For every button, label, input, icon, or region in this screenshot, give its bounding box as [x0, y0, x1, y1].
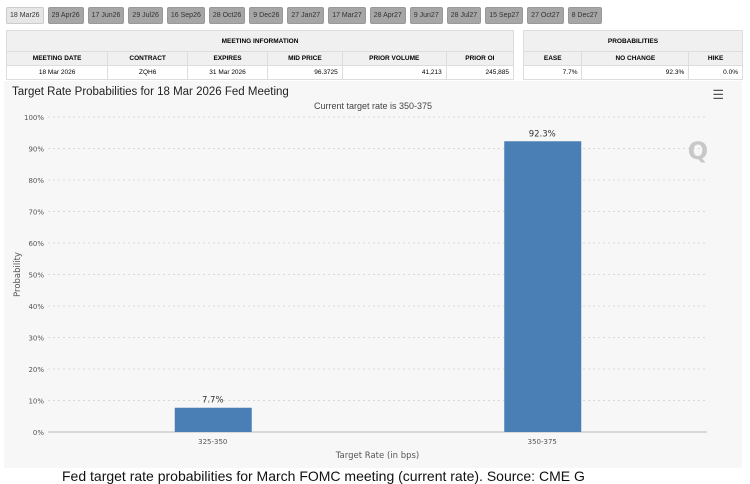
figure-caption: Fed target rate probabilities for March … — [62, 468, 585, 484]
data-label: 92.3% — [529, 129, 556, 139]
column-header: MID PRICE — [266, 51, 343, 66]
meeting-information-table: MEETING INFORMATION MEETING DATE CONTRACT… — [5, 30, 515, 80]
y-tick-label: 30% — [28, 335, 44, 343]
tab-27-jan27[interactable]: 27 Jan27 — [287, 7, 325, 24]
column-header: CONTRACT — [107, 51, 189, 66]
x-tick-label: 325-350 — [198, 438, 227, 446]
table-cell: 18 Mar 2026 — [5, 65, 109, 80]
meeting-info-heading: MEETING INFORMATION — [6, 30, 514, 52]
chart-subtitle: Current target rate is 350-375 — [313, 101, 433, 111]
tab-17-jun26[interactable]: 17 Jun26 — [87, 7, 125, 24]
column-header: NO CHANGE — [581, 51, 690, 66]
tab-9-jun27[interactable]: 9 Jun27 — [409, 7, 443, 24]
q-watermark-logo: Q — [688, 137, 708, 165]
column-header: MEETING DATE — [5, 51, 109, 66]
probabilities-heading: PROBABILITIES — [523, 30, 743, 52]
tab-16-sep26[interactable]: 16 Sep26 — [166, 7, 205, 24]
column-header: PRIOR OI — [445, 51, 515, 66]
column-header: EXPIRES — [187, 51, 268, 66]
table-cell: 96.3725 — [266, 65, 343, 80]
tab-27-oct27[interactable]: 27 Oct27 — [527, 7, 564, 24]
y-tick-label: 50% — [28, 272, 44, 280]
tab-28-apr27[interactable]: 28 Apr27 — [369, 7, 406, 24]
table-cell: 41,213 — [341, 65, 447, 80]
bar-350-375 — [504, 141, 582, 432]
probabilities-table: PROBABILITIES EASE NO CHANGE HIKE 7.7% 92.3%… — [522, 30, 743, 80]
column-header: HIKE — [688, 51, 743, 66]
bar-chart: 0% 10% 20% 30% 40% 50% 60% 70% 80% 90% 100% 7.7% 325… — [13, 114, 708, 461]
y-axis-title: Probability — [13, 252, 23, 297]
tab-28-oct26[interactable]: 28 Oct26 — [208, 7, 246, 24]
y-tick-label: 80% — [28, 177, 44, 185]
column-header: PRIOR VOLUME — [341, 51, 447, 66]
table-cell: 31 Mar 2026 — [187, 65, 268, 80]
tab-17-mar27[interactable]: 17 Mar27 — [328, 7, 366, 24]
hamburger-menu-icon[interactable]: ☰ — [712, 87, 724, 102]
column-header: EASE — [522, 51, 583, 66]
bar-325-350 — [174, 407, 252, 432]
tab-9-dec26[interactable]: 9 Dec26 — [249, 7, 284, 24]
table-cell: 92.3% — [581, 65, 690, 80]
y-tick-label: 60% — [28, 240, 44, 248]
y-tick-label: 20% — [28, 366, 44, 374]
y-tick-label: 70% — [28, 209, 44, 217]
table-cell: ZQH6 — [107, 65, 189, 80]
data-label: 7.7% — [202, 396, 224, 406]
table-cell: 245,885 — [445, 65, 515, 80]
x-tick-label: 350-375 — [528, 438, 557, 446]
table-cell: 7.7% — [522, 65, 583, 80]
tab-29-jul26[interactable]: 29 Jul26 — [128, 7, 163, 24]
tab-18-mar26[interactable]: 18 Mar26 — [6, 7, 44, 24]
y-tick-label: 40% — [28, 303, 44, 311]
tab-8-dec27[interactable]: 8 Dec27 — [567, 7, 602, 24]
x-axis-title: Target Rate (in bps) — [335, 451, 420, 461]
y-tick-label: 90% — [28, 146, 44, 154]
meeting-tabs: 18 Mar26 29 Apr26 17 Jun26 29 Jul26 16 Sep26… — [6, 7, 602, 24]
chart-panel: Target Rate Probabilities for 18 Mar 202… — [4, 81, 742, 468]
chart-title: Target Rate Probabilities for 18 Mar 202… — [12, 86, 289, 98]
y-tick-label: 100% — [24, 114, 44, 122]
y-tick-label: 0% — [33, 429, 44, 437]
y-tick-label: 10% — [28, 398, 44, 406]
tab-29-apr26[interactable]: 29 Apr26 — [47, 7, 84, 24]
tab-15-sep27[interactable]: 15 Sep27 — [485, 7, 524, 24]
tab-28-jul27[interactable]: 28 Jul27 — [446, 7, 482, 24]
table-cell: 0.0% — [688, 65, 743, 80]
